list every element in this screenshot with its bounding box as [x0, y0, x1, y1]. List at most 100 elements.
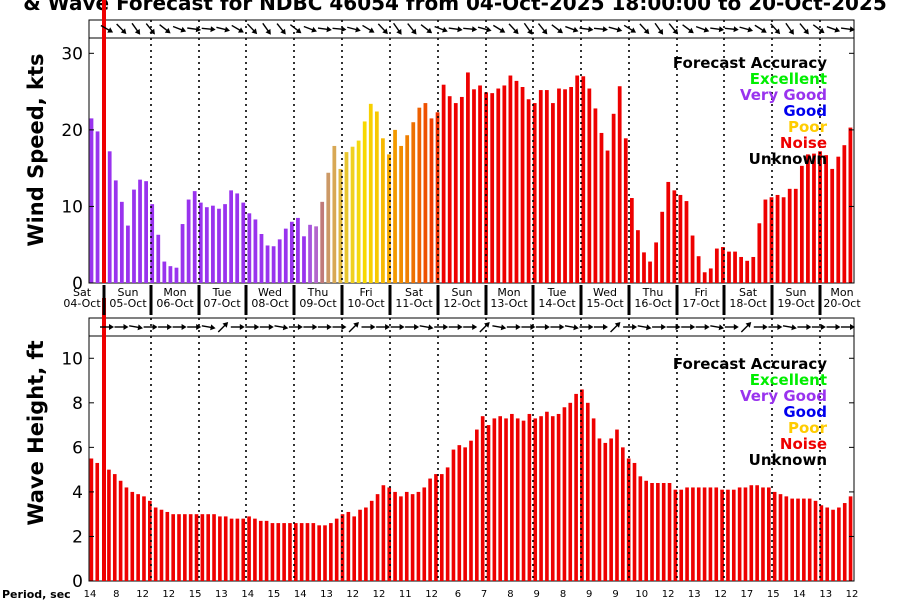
- wind-bar: [417, 107, 422, 283]
- wind-direction-arrow-icon: [654, 22, 664, 35]
- wind-bar: [793, 188, 798, 283]
- wave-direction-arrow-icon: [348, 322, 359, 333]
- legend-item: Noise: [780, 435, 827, 453]
- wind-bar: [168, 266, 173, 283]
- wind-bar: [848, 127, 853, 283]
- wind-bar: [283, 228, 288, 283]
- wind-direction-arrow-icon: [332, 26, 347, 33]
- wave-bar: [807, 498, 812, 581]
- wave-bar: [381, 485, 386, 581]
- period-label: 12: [373, 589, 386, 600]
- wave-bar: [556, 413, 561, 581]
- day-date: 10-Oct: [347, 297, 385, 310]
- wave-direction-arrow-icon: [129, 324, 143, 331]
- wave-bar: [223, 516, 228, 581]
- wave-bar: [591, 418, 596, 581]
- wind-direction-arrow-icon: [812, 24, 825, 34]
- wind-direction-arrow-icon: [116, 23, 127, 35]
- wind-speed-axis-label: Wind Speed, kts: [24, 53, 48, 246]
- day-name: Mon: [830, 286, 853, 299]
- wind-bar: [302, 236, 306, 283]
- day-name: Tue: [212, 286, 232, 299]
- period-label: 12: [136, 589, 149, 600]
- period-label: 13: [688, 589, 701, 600]
- wind-bar: [824, 155, 828, 283]
- wind-bar: [708, 268, 713, 283]
- wave-bar: [177, 514, 181, 581]
- wave-height-axis-label: Wave Height, ft: [24, 340, 48, 525]
- wave-direction-arrow-icon: [753, 324, 768, 330]
- wind-bar: [484, 92, 488, 283]
- wave-direction-arrow-icon: [332, 324, 347, 330]
- wind-bar: [763, 199, 768, 283]
- chart-title: & Wave Forecast for NDBC 46054 from 04-O…: [23, 0, 886, 15]
- wave-bar: [352, 516, 357, 581]
- wind-bar: [411, 122, 416, 283]
- day-name: Sun: [786, 286, 807, 299]
- wind-bar: [308, 224, 312, 283]
- wind-bar: [544, 90, 549, 283]
- period-label: 12: [425, 589, 438, 600]
- wave-direction-arrow-icon: [550, 324, 565, 330]
- wind-bar: [787, 188, 792, 283]
- wave-bar: [504, 418, 508, 581]
- wind-bar: [629, 198, 634, 283]
- wind-direction-arrow-icon: [799, 23, 809, 35]
- wind-bar: [241, 202, 246, 283]
- wind-bar: [223, 204, 227, 283]
- day-labels: Sat04-OctSun05-OctMon06-OctTue07-OctWed0…: [63, 285, 861, 315]
- wind-bar: [818, 151, 822, 283]
- wind-bar: [502, 85, 507, 283]
- wind-speed-panel: 0 10 20 30: [61, 0, 855, 294]
- wind-direction-arrow-icon: [420, 24, 433, 34]
- legend-item: Poor: [788, 118, 828, 136]
- day-date: 17-Oct: [682, 297, 720, 310]
- period-label: 11: [399, 589, 412, 600]
- day-date: 05-Oct: [109, 297, 147, 310]
- wave-bar: [463, 447, 467, 581]
- period-label: 9: [534, 589, 540, 600]
- wave-bar: [539, 416, 543, 581]
- day-name: Wed: [258, 286, 282, 299]
- day-boundary-tick: [388, 285, 392, 315]
- wind-bar: [605, 150, 610, 283]
- wave-direction-arrow-icon: [724, 324, 739, 330]
- wind-direction-arrow-icon: [231, 24, 244, 33]
- wind-direction-arrow-icon: [477, 26, 492, 33]
- wave-bar: [305, 523, 310, 581]
- wind-bar: [113, 180, 118, 283]
- wind-bar: [399, 145, 403, 283]
- legend-title: Forecast Accuracy: [673, 54, 827, 72]
- wave-bar: [521, 420, 526, 581]
- wave-direction-arrow-icon: [579, 324, 594, 330]
- wind-bar: [799, 165, 804, 283]
- period-label: 12: [714, 589, 727, 600]
- wind-bar: [587, 88, 592, 283]
- wind-direction-arrow-icon: [317, 26, 332, 33]
- wave-bar: [510, 413, 514, 581]
- wave-bar: [545, 411, 549, 581]
- day-date: 06-Oct: [156, 297, 194, 310]
- wind-direction-arrow-icon: [145, 23, 155, 35]
- wave-bar: [235, 518, 240, 581]
- wind-bar: [229, 190, 233, 283]
- wave-bar: [813, 500, 818, 581]
- wave-bar: [136, 494, 140, 581]
- wave-bar: [673, 489, 678, 581]
- wind-bar: [666, 181, 671, 283]
- wave-bar: [848, 496, 853, 581]
- wave-bar: [731, 489, 736, 581]
- day-name: Mon: [497, 286, 520, 299]
- wind-y-tick-label: 30: [61, 44, 83, 64]
- wave-bar: [749, 485, 754, 581]
- wind-bar: [344, 152, 349, 283]
- wind-bar: [551, 103, 555, 283]
- day-name: Sat: [73, 286, 92, 299]
